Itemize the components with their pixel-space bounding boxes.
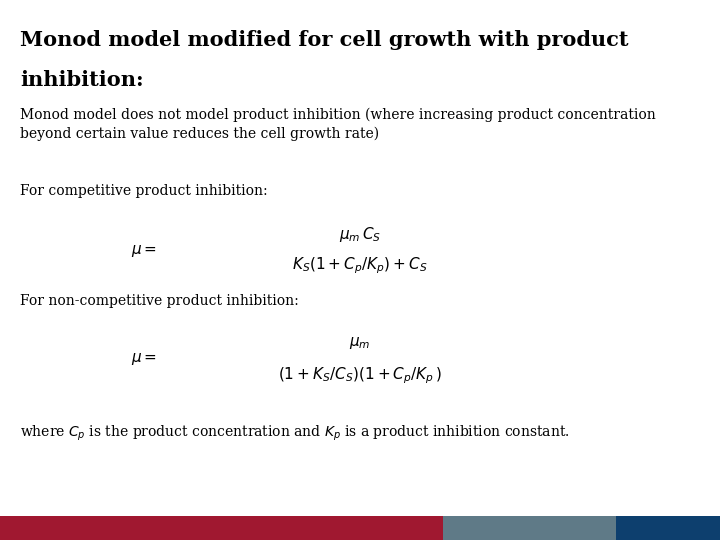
Text: Monod model does not model product inhibition (where increasing product concentr: Monod model does not model product inhib… <box>20 108 656 141</box>
Text: $\mu_m\, C_S$: $\mu_m\, C_S$ <box>339 225 381 245</box>
Text: $\mu =$: $\mu =$ <box>131 351 157 367</box>
Text: Monod model modified for cell growth with product: Monod model modified for cell growth wit… <box>20 30 629 50</box>
Text: where $C_p$ is the product concentration and $K_p$ is a product inhibition const: where $C_p$ is the product concentration… <box>20 424 570 443</box>
Text: inhibition:: inhibition: <box>20 70 144 90</box>
Text: $(1 + K_S/C_S)(1 + C_p/K_p\,)$: $(1 + K_S/C_S)(1 + C_p/K_p\,)$ <box>278 365 442 386</box>
Text: $\mu =$: $\mu =$ <box>131 243 157 259</box>
Text: $\mu_m$: $\mu_m$ <box>349 335 371 351</box>
Text: For competitive product inhibition:: For competitive product inhibition: <box>20 184 268 198</box>
Text: For non-competitive product inhibition:: For non-competitive product inhibition: <box>20 294 299 308</box>
Text: $K_S(1 + C_p/K_p) + C_S$: $K_S(1 + C_p/K_p) + C_S$ <box>292 255 428 276</box>
